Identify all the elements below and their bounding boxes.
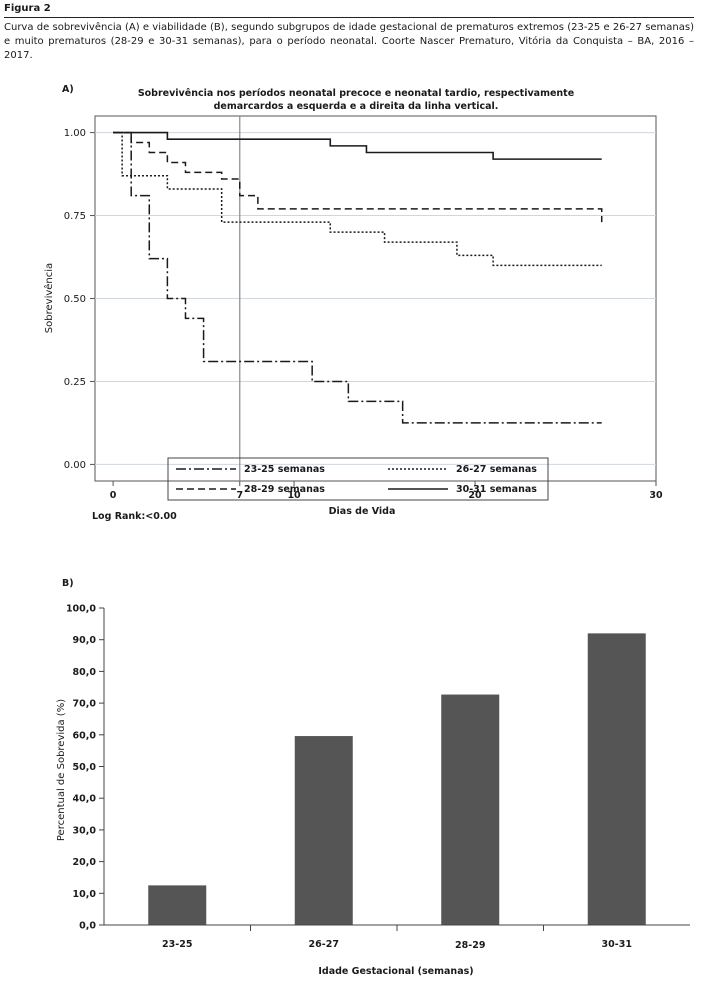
chart-b-y-tick-label: 50,0 xyxy=(73,762,97,773)
chart-a-y-tick-label: 0.75 xyxy=(64,211,86,222)
legend-label: 23-25 semanas xyxy=(244,464,325,475)
chart-b-y-tick-label: 100,0 xyxy=(66,604,96,615)
chart-b-y-tick-label: 80,0 xyxy=(73,667,97,678)
chart-b-x-tick-label: 28-29 xyxy=(455,940,485,951)
chart-b-y-ticks: 0,0 10,0 20,0 30,0 40,0 50,0 60,0 70,0 80,0 90,0 1… xyxy=(66,604,104,932)
panel-a-label: A) xyxy=(62,84,74,95)
chart-a-y-ticks: 0.00 0.25 0.50 0.75 1.00 xyxy=(64,128,95,471)
legend-label: 30-31 semanas xyxy=(456,484,537,495)
chart-b-x-ticks: 23-25 26-27 28-29 30-31 xyxy=(162,925,632,951)
figure-header: Figura 2 Curva de sobrevivência (A) e vi… xyxy=(4,2,694,63)
series-line-30-31-semanas xyxy=(113,131,602,160)
chart-b-y-tick-label: 30,0 xyxy=(73,825,97,836)
chart-a-title-line-1: Sobrevivência nos períodos neonatal prec… xyxy=(138,88,574,99)
chart-a-legend: 23-25 semanas 28-29 semanas 26-27 semanas 3… xyxy=(176,464,537,495)
chart-a-series-group xyxy=(113,131,603,424)
chart-b-y-axis-label: Percentual de Sobrevida (%) xyxy=(56,699,67,841)
chart-a-y-axis-label: Sobrevivência xyxy=(43,263,55,333)
legend-label: 28-29 semanas xyxy=(244,484,325,495)
survival-curve-chart: A) Sobrevivência nos períodos neonatal p… xyxy=(43,84,663,522)
chart-a-y-tick-label: 1.00 xyxy=(64,128,86,139)
chart-b-x-tick-label: 23-25 xyxy=(162,939,192,950)
series-line-28-29-semanas xyxy=(113,131,603,223)
chart-a-x-tick-label: 10 xyxy=(287,490,301,501)
chart-b-x-axis-label: Idade Gestacional (semanas) xyxy=(318,966,473,977)
chart-b-y-tick-label: 90,0 xyxy=(73,635,97,646)
chart-b-y-tick-label: 40,0 xyxy=(73,794,97,805)
chart-a-x-axis-label: Dias de Vida xyxy=(329,506,396,517)
chart-b-y-tick-label: 20,0 xyxy=(73,857,97,868)
chart-a-x-tick-label: 0 xyxy=(110,490,117,501)
log-rank-annotation: Log Rank:<0.00 xyxy=(92,511,177,522)
chart-a-gridlines xyxy=(95,132,656,465)
chart-a-x-ticks: 0 7 10 20 30 xyxy=(110,481,663,501)
chart-b-y-tick-label: 70,0 xyxy=(73,699,97,710)
chart-b-y-tick-label: 0,0 xyxy=(79,921,96,932)
figure-caption: Curva de sobrevivência (A) e viabilidade… xyxy=(4,22,694,61)
figure-rule xyxy=(4,17,694,18)
chart-a-y-tick-label: 0.00 xyxy=(64,460,86,471)
bar-28-29 xyxy=(441,694,500,925)
chart-a-x-tick-label: 30 xyxy=(649,490,663,501)
chart-a-legend-box xyxy=(167,457,549,501)
chart-a-x-tick-label: 20 xyxy=(468,490,482,501)
chart-b-y-tick-label: 60,0 xyxy=(73,730,97,741)
legend-label: 26-27 semanas xyxy=(456,464,537,475)
chart-a-y-tick-label: 0.25 xyxy=(64,377,86,388)
chart-b-x-tick-label: 26-27 xyxy=(309,939,339,950)
chart-a-title-line-2: demarcardos a esquerda e a direita da li… xyxy=(214,101,499,112)
chart-b-x-tick-label: 30-31 xyxy=(602,939,632,950)
panel-b-label: B) xyxy=(62,578,74,589)
chart-a-x-tick-label: 7 xyxy=(236,490,243,501)
bar-30-31 xyxy=(587,633,646,925)
chart-a-y-tick-label: 0.50 xyxy=(64,294,86,305)
bar-23-25 xyxy=(148,885,207,925)
chart-b-y-tick-label: 10,0 xyxy=(73,889,97,900)
figure-label: Figura 2 xyxy=(4,3,51,14)
chart-b-bars xyxy=(148,633,646,925)
series-line-23-25-semanas xyxy=(113,131,602,424)
series-line-26-27-semanas xyxy=(113,131,602,267)
survival-percent-bar-chart: B) 0,0 10,0 20,0 30,0 40,0 50,0 60,0 70,0 80,0 90… xyxy=(56,578,690,977)
bar-26-27 xyxy=(294,736,353,925)
